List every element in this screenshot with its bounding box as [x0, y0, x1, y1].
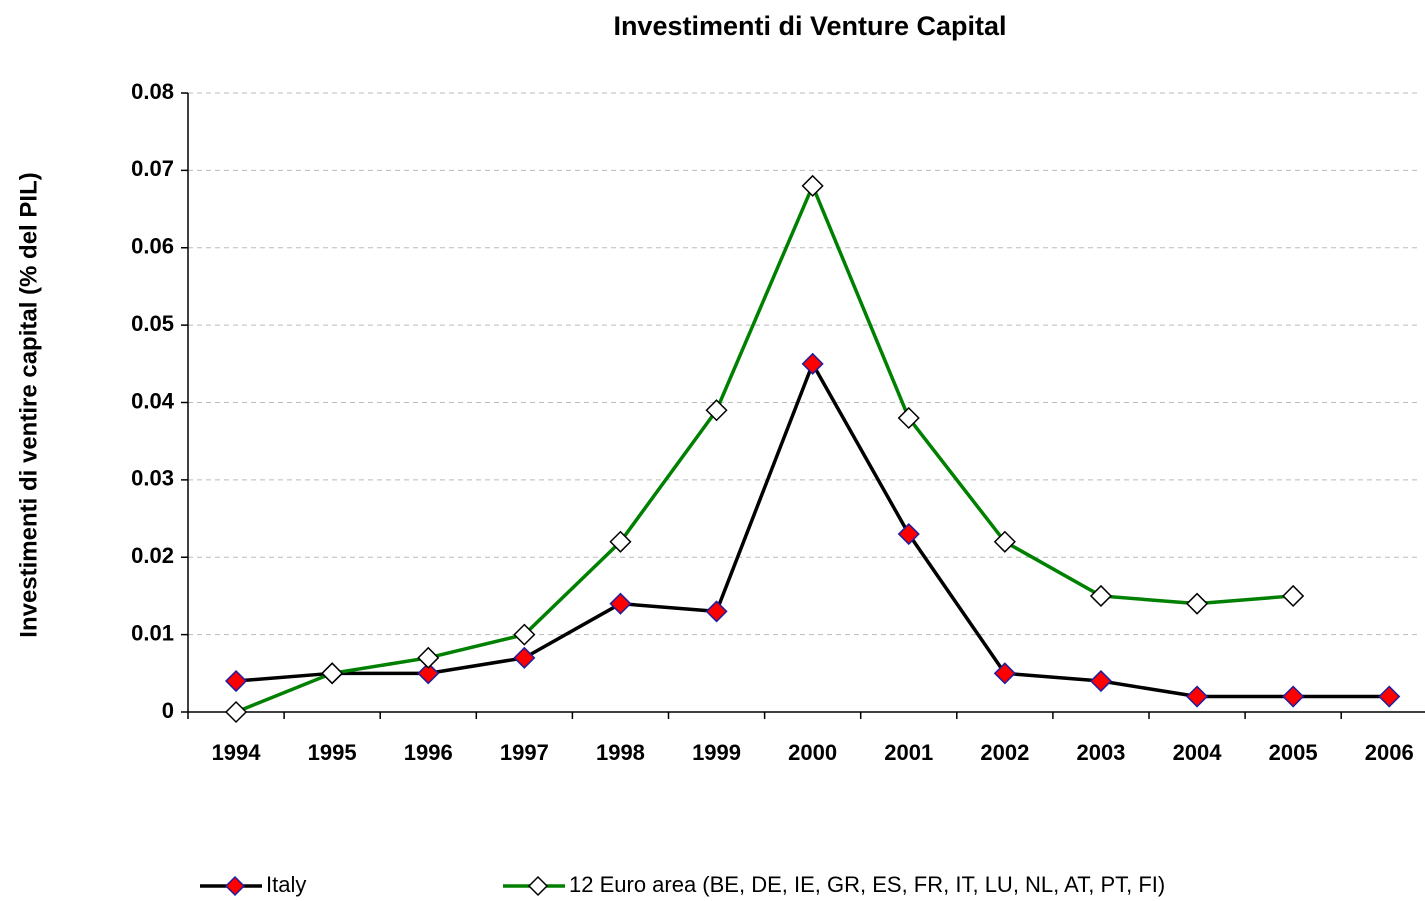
y-tick-label: 0.02 [131, 543, 174, 568]
point-marker [1282, 584, 1305, 607]
point-marker [1089, 669, 1113, 693]
point-marker [513, 623, 536, 646]
point-marker [224, 669, 248, 693]
series-line [235, 359, 1390, 699]
point-marker [801, 352, 824, 375]
x-tick-label: 1995 [308, 740, 357, 765]
x-tick-label: 1994 [212, 740, 262, 765]
point-marker [897, 406, 920, 430]
legend-marker [527, 875, 549, 897]
point-marker [705, 399, 728, 422]
point-marker [1185, 685, 1209, 708]
y-tick-label: 0.06 [131, 234, 174, 259]
point-marker [993, 530, 1016, 553]
point-marker [705, 600, 728, 623]
point-marker [1378, 685, 1401, 708]
series-line [235, 181, 1294, 714]
y-tick-label: 0.03 [131, 466, 174, 491]
x-tick-label: 1996 [404, 740, 453, 765]
point-marker [1185, 592, 1209, 615]
point-marker [609, 530, 632, 553]
legend-marker [224, 875, 246, 897]
legend-label: Italy [266, 872, 306, 897]
point-marker [513, 646, 536, 669]
x-tick-label: 2002 [980, 740, 1029, 765]
x-tick-label: 2005 [1269, 740, 1318, 765]
point-marker [417, 646, 440, 669]
point-marker [609, 592, 632, 615]
legend-label: 12 Euro area (BE, DE, IE, GR, ES, FR, IT… [569, 872, 1165, 897]
x-tick-label: 2000 [788, 740, 837, 765]
y-tick-label: 0.07 [131, 156, 174, 181]
y-tick-label: 0.04 [131, 388, 175, 413]
y-tick-label: 0.01 [131, 620, 174, 645]
x-tick-label: 2004 [1173, 740, 1223, 765]
point-marker [224, 700, 248, 724]
x-tick-label: 2001 [884, 740, 933, 765]
y-tick-label: 0.05 [131, 311, 174, 336]
y-tick-label: 0 [162, 698, 174, 723]
x-tick-label: 2003 [1076, 740, 1125, 765]
x-tick-label: 1999 [692, 740, 741, 765]
x-tick-label: 1998 [596, 740, 645, 765]
x-tick-label: 1997 [500, 740, 549, 765]
y-axis-label: Investimenti di ventire capital (% del P… [15, 172, 42, 637]
point-marker [417, 662, 440, 685]
point-marker [1089, 584, 1113, 607]
point-marker [801, 174, 824, 197]
y-tick-label: 0.08 [131, 79, 174, 104]
x-tick-label: 2006 [1365, 740, 1414, 765]
point-marker [1282, 685, 1305, 708]
point-marker [321, 662, 344, 685]
point-marker [993, 662, 1016, 685]
point-marker [897, 522, 920, 546]
chart-title: Investimenti di Venture Capital [613, 11, 1006, 41]
